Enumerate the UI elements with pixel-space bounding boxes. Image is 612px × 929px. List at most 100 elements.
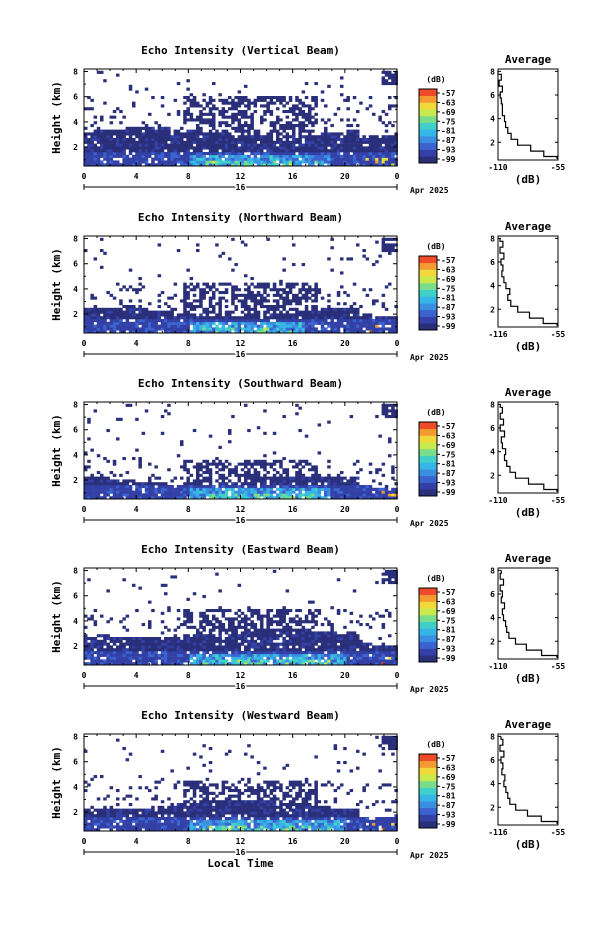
echo-cell [256,476,261,480]
echo-cell [221,324,226,328]
echo-cell [141,160,146,164]
echo-cell [103,662,107,666]
echo-cell [253,659,258,663]
echo-cell [240,473,245,477]
echo-cell [375,648,379,652]
echo-cell [237,637,242,641]
echo-cell [231,154,235,158]
echo-cell [381,79,386,83]
echo-cell [272,324,277,328]
echo-cell [237,90,242,94]
echo-cell [176,645,181,649]
echo-cell [269,149,274,153]
echo-cell [199,104,203,108]
echo-cell [359,645,363,649]
echo-cell [87,417,91,421]
echo-cell [96,132,101,136]
echo-cell [87,479,91,483]
echo-cell [202,135,206,139]
echo-cell [260,490,264,494]
echo-cell [311,307,315,311]
echo-cell [292,662,296,666]
echo-cell [346,160,350,164]
echo-cell [100,160,104,164]
echo-cell [314,330,318,334]
echo-cell [391,662,395,666]
echo-cell [196,135,200,139]
echo-cell [298,288,302,292]
echo-cell [269,146,274,150]
echo-cell [276,307,280,311]
echo-cell [266,637,270,641]
echo-cell [237,104,242,108]
echo-cell [170,140,174,144]
echo-cell [167,157,171,161]
echo-cell [247,146,251,150]
echo-cell [160,152,165,156]
echo-cell [260,154,264,158]
echo-cell [212,98,216,102]
echo-cell [125,490,130,494]
echo-cell [247,138,251,142]
echo-cell [320,651,325,655]
echo-cell [234,493,238,497]
echo-cell [256,135,261,139]
echo-cell [93,327,98,331]
echo-cell [128,653,133,657]
echo-cell [320,90,325,94]
echo-cell [349,154,354,158]
echo-cell [282,648,286,652]
echo-cell [100,642,104,646]
echo-cell [330,132,334,136]
colorbar-swatch [419,149,437,157]
echo-cell [144,653,149,657]
panel-title: Echo Intensity (Vertical Beam) [141,44,340,57]
colorbar-frame [418,88,438,164]
echo-cell [394,138,398,142]
echo-cell [196,496,200,500]
echo-cell [375,149,379,153]
echo-cell [298,310,302,314]
echo-cell [365,107,370,111]
echo-cell [372,662,376,666]
echo-cell [269,479,274,483]
echo-cell [90,448,94,452]
echo-cell [192,642,197,646]
echo-cell [282,653,286,657]
echo-cell [333,324,338,328]
echo-cell [154,487,158,491]
echo-cell [343,634,347,638]
echo-cell [279,118,283,122]
echo-cell [333,321,338,325]
echo-cell [346,154,350,158]
echo-cell [336,476,341,480]
echo-cell [141,149,146,153]
echo-cell [256,487,261,491]
echo-cell [192,482,197,486]
echo-cell [96,479,101,483]
echo-cell [368,138,373,142]
echo-cell [340,639,344,643]
echo-cell [84,160,88,164]
echo-cell [132,310,136,314]
echo-cell [394,135,398,139]
echo-cell [90,493,94,497]
echo-cell [349,143,354,147]
echo-cell [368,143,373,147]
echo-cell [93,330,98,334]
echo-cell [320,623,325,627]
echo-cell [260,305,264,309]
echo-cell [119,324,123,328]
profile-y-tick-label: 6 [490,424,495,433]
echo-cell [234,101,238,105]
echo-cell [237,634,242,638]
echo-cell [106,160,110,164]
echo-cell [138,154,142,158]
echo-cell [221,115,226,119]
colorbar-swatch [419,256,437,264]
echo-cell [199,299,203,303]
echo-cell [93,149,98,153]
echo-cell [237,101,242,105]
echo-cell [215,288,219,292]
